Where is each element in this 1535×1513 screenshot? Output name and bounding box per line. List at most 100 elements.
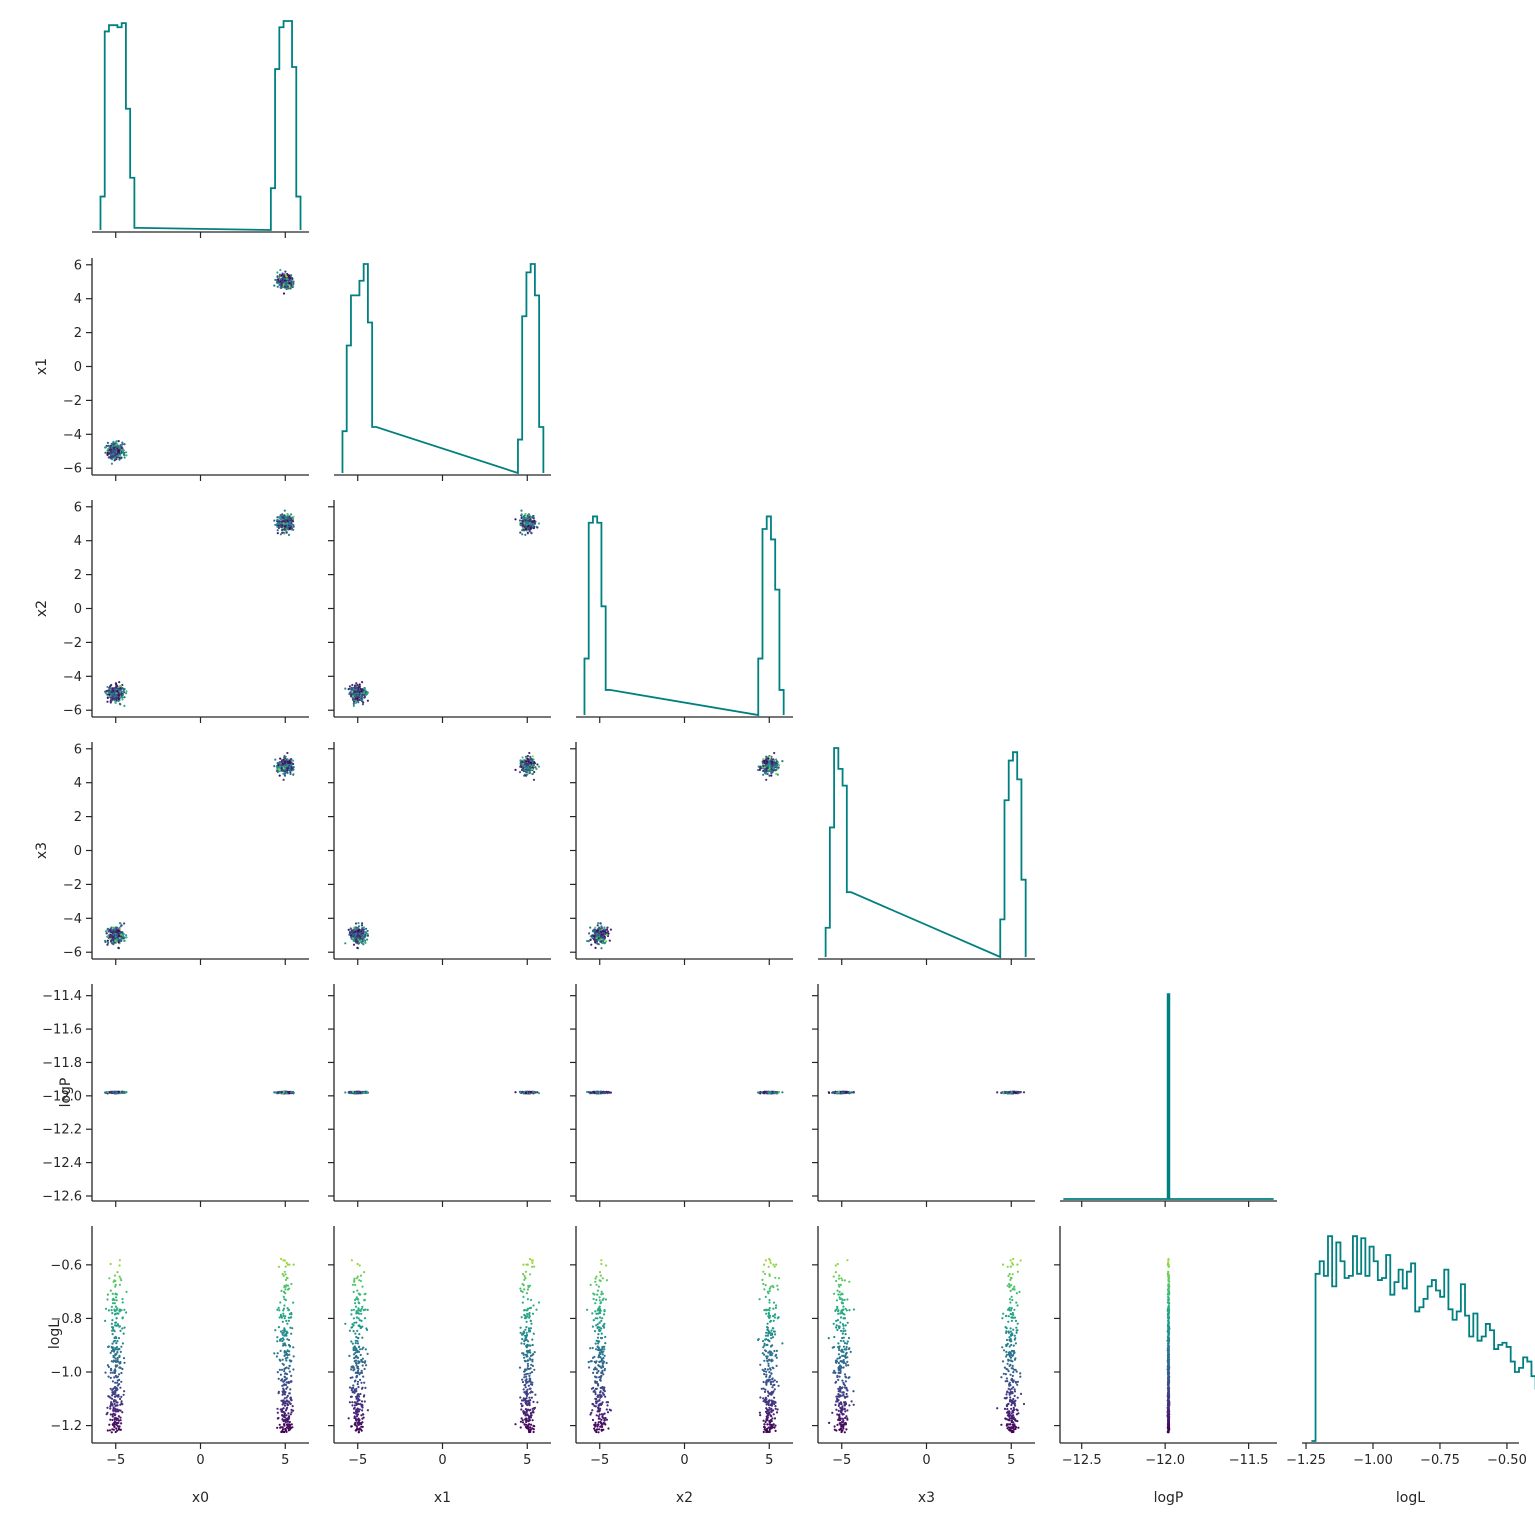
scatter-point: [514, 518, 517, 521]
scatter-point: [286, 273, 289, 276]
scatter-point: [292, 281, 295, 284]
scatter-point: [522, 524, 525, 527]
scatter-point: [775, 772, 778, 776]
scatter-point: [529, 767, 532, 770]
scatter-point: [113, 937, 117, 940]
scatter-point: [366, 1091, 369, 1094]
scatter-point: [765, 755, 768, 758]
scatter-point: [112, 440, 115, 444]
scatter-point: [120, 457, 123, 460]
scatter-point: [122, 933, 125, 936]
scatter-point: [766, 766, 769, 770]
y-tick-label: 4: [74, 292, 82, 307]
scatter-point: [360, 692, 363, 695]
scatter-point: [275, 524, 278, 527]
scatter-point: [125, 692, 128, 695]
scatter-point: [110, 699, 113, 702]
scatter-point: [590, 943, 593, 946]
scatter-point: [117, 941, 120, 944]
scatter-points: [344, 509, 541, 708]
scatter-point: [532, 517, 535, 520]
scatter-point: [361, 681, 364, 684]
scatter-point: [292, 282, 295, 285]
scatter-point: [116, 690, 119, 693]
scatter-point: [527, 760, 530, 763]
scatter-point: [116, 1091, 119, 1094]
scatter-point: [366, 929, 369, 933]
y-tick-label: 0: [74, 360, 82, 375]
scatter-point: [111, 452, 115, 455]
scatter-point: [289, 525, 292, 528]
scatter-point: [349, 693, 352, 697]
scatter-point: [283, 277, 286, 280]
scatter-point: [594, 941, 597, 944]
scatter-point: [522, 766, 525, 770]
scatter-point: [361, 936, 364, 939]
scatter-point: [532, 1091, 535, 1094]
scatter-point: [286, 751, 289, 755]
scatter-point: [356, 699, 359, 702]
scatter-point: [360, 695, 364, 698]
scatter-point: [514, 768, 517, 772]
scatter-point: [277, 280, 280, 284]
y-tick-label: −12.6: [42, 1189, 82, 1204]
scatter-point: [284, 768, 287, 772]
scatter-point: [283, 275, 286, 278]
scatter-point: [279, 757, 282, 760]
scatter-point: [285, 765, 288, 768]
scatter-point: [114, 449, 117, 452]
scatter-point: [288, 766, 291, 769]
scatter-point: [521, 519, 524, 523]
scatter-point: [523, 522, 526, 525]
scatter-point: [120, 693, 123, 697]
scatter-point: [284, 525, 287, 528]
scatter-points: [104, 1090, 295, 1095]
y-tick-label: −6: [63, 946, 82, 961]
scatter-point: [597, 922, 600, 925]
scatter-point: [587, 940, 590, 943]
scatter-point: [106, 448, 109, 451]
scatter-point: [280, 524, 283, 527]
scatter-point: [116, 933, 119, 936]
scatter-point: [528, 764, 532, 767]
y-tick-label: 6: [74, 258, 82, 273]
scatter-point: [527, 769, 531, 772]
scatter-point: [362, 687, 365, 690]
scatter-point: [281, 513, 284, 516]
scatter-point: [288, 527, 291, 530]
y-tick-label: 2: [74, 326, 82, 341]
scatter-point: [117, 946, 120, 950]
scatter-point: [292, 517, 295, 521]
scatter-point: [290, 758, 293, 761]
scatter-point: [117, 929, 120, 932]
scatter-point: [121, 698, 124, 701]
y-tick-label: 0: [74, 602, 82, 617]
scatter-point: [772, 759, 776, 762]
scatter-point: [533, 519, 536, 522]
scatter-point: [529, 527, 533, 530]
scatter-point: [121, 687, 124, 690]
scatter-point: [110, 462, 113, 465]
scatter-point: [366, 933, 369, 936]
scatter-point: [344, 687, 347, 690]
scatter-point: [113, 442, 116, 445]
scatter-point: [115, 692, 118, 695]
scatter-points: [104, 268, 295, 465]
scatter-point: [360, 924, 364, 927]
scatter-point: [522, 768, 525, 772]
scatter-point: [528, 522, 532, 525]
scatter-point: [288, 282, 291, 285]
scatter-point: [347, 928, 350, 931]
scatter-point: [107, 444, 110, 447]
scatter-point: [344, 1091, 347, 1094]
histogram-x3: [824, 747, 1027, 959]
y-tick-label: −11.6: [42, 1023, 82, 1038]
scatter-point: [357, 929, 360, 932]
scatter-point: [360, 690, 363, 693]
scatter-point: [757, 768, 760, 772]
scatter-point: [282, 517, 285, 520]
scatter-point: [288, 761, 291, 765]
scatter-point: [775, 768, 778, 772]
scatter-point: [123, 443, 126, 446]
scatter-point: [769, 766, 773, 769]
